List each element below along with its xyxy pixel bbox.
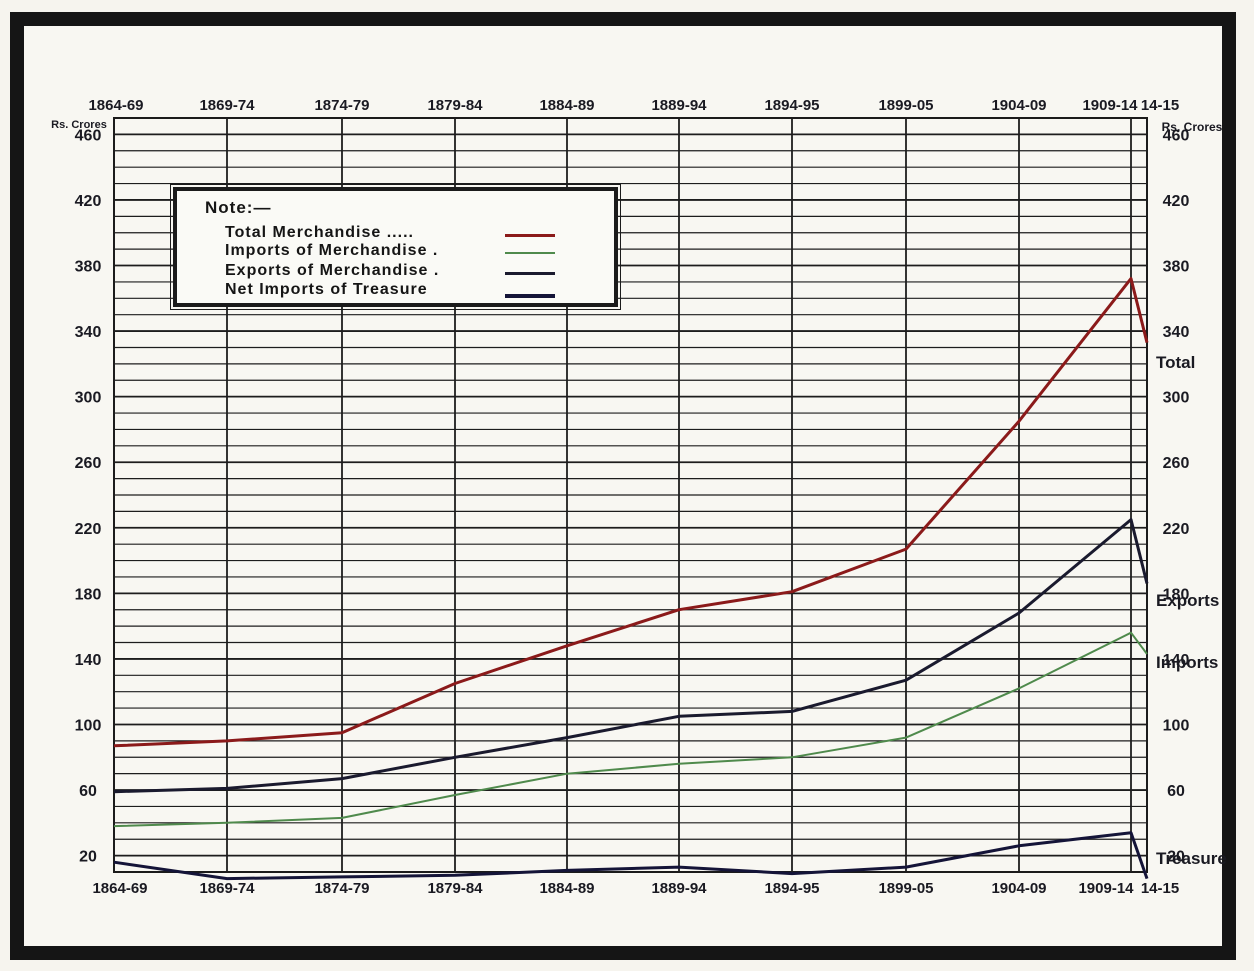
y-tick-label-left: 260 xyxy=(75,455,102,472)
y-tick-label-left: 20 xyxy=(79,849,97,866)
legend-title: Note:— xyxy=(205,198,272,217)
bottom-tick-label: 1909-14 xyxy=(1078,880,1134,897)
bottom-tick-label: 1864-69 xyxy=(92,880,147,897)
y-axis-title-right: Rs. Crores xyxy=(1162,120,1223,134)
series-line xyxy=(113,831,1149,881)
y-tick-label-left: 340 xyxy=(75,324,102,341)
legend-swatch-treasure xyxy=(505,294,555,298)
series-line xyxy=(113,631,1148,828)
y-axis-title-left: Rs. Crores xyxy=(51,119,107,131)
legend-label-imports: Imports of Merchandise . xyxy=(225,242,439,259)
chart-frame xyxy=(10,12,1236,960)
top-tick-label: 1894-95 xyxy=(764,97,819,114)
y-tick-label-left: 220 xyxy=(75,521,102,538)
top-tick-label: 1874-79 xyxy=(314,97,369,114)
legend-item-exports: Exports of Merchandise . xyxy=(225,261,439,281)
top-tick-label: 1899-05 xyxy=(878,97,933,114)
legend-label-total: Total Merchandise ..... xyxy=(225,224,414,241)
series-line xyxy=(113,518,1149,794)
series-line xyxy=(113,277,1149,748)
top-tick-label: 1909-14 xyxy=(1082,97,1138,114)
y-tick-label-right: 300 xyxy=(1163,390,1190,407)
y-tick-label-left: 140 xyxy=(75,652,102,669)
bottom-tick-label: 1904-09 xyxy=(991,880,1046,897)
top-tick-label: 1904-09 xyxy=(991,97,1046,114)
bottom-tick-label: 1899-05 xyxy=(878,880,933,897)
y-tick-label-right: 220 xyxy=(1163,521,1190,538)
chart-series xyxy=(113,277,1149,881)
legend-item-imports: Imports of Merchandise . xyxy=(225,241,438,261)
bottom-tick-label: 1884-89 xyxy=(539,880,594,897)
top-tick-label: 1884-89 xyxy=(539,97,594,114)
bottom-tick-label: 1874-79 xyxy=(314,880,369,897)
y-tick-label-right: 460 xyxy=(1163,127,1190,144)
legend-item-treasure: Net Imports of Treasure xyxy=(225,280,428,300)
top-tick-label: 1879-84 xyxy=(427,97,483,114)
bottom-tick-label: 1894-95 xyxy=(764,880,819,897)
legend: Note:— Total Merchandise ..... Imports o… xyxy=(170,184,621,310)
y-tick-label-right: 260 xyxy=(1163,455,1190,472)
y-tick-label-left: 420 xyxy=(75,193,102,210)
bottom-tick-label: 1889-94 xyxy=(651,880,707,897)
chart-labels: 1864-69 1869-74 1874-79 1879-84 1884-89 1889-… xyxy=(51,97,1227,897)
y-tick-label-right: 140 xyxy=(1163,652,1190,669)
y-tick-label-left: 300 xyxy=(75,390,102,407)
y-tick-label-left: 100 xyxy=(75,717,102,734)
legend-swatch-total xyxy=(505,234,555,237)
legend-item-total: Total Merchandise ..... xyxy=(225,223,414,243)
top-tick-label: 1869-74 xyxy=(199,97,255,114)
legend-label-exports: Exports of Merchandise . xyxy=(225,262,440,279)
legend-swatch-imports xyxy=(505,252,555,254)
series-end-label: Treasure xyxy=(1156,849,1227,868)
y-tick-label-right: 20 xyxy=(1167,849,1185,866)
series-end-label: Exports xyxy=(1156,591,1219,610)
bottom-tick-label: 14-15 xyxy=(1141,880,1179,897)
top-tick-label: 1864-69 xyxy=(88,97,143,114)
y-tick-label-right: 340 xyxy=(1163,324,1190,341)
top-tick-label: 1889-94 xyxy=(651,97,707,114)
y-tick-label-right: 380 xyxy=(1163,259,1190,276)
y-tick-label-right: 100 xyxy=(1163,717,1190,734)
y-tick-label-right: 60 xyxy=(1167,783,1185,800)
y-tick-label-left: 460 xyxy=(75,127,102,144)
y-tick-label-left: 380 xyxy=(75,259,102,276)
y-tick-label-right: 180 xyxy=(1163,586,1190,603)
legend-swatch-exports xyxy=(505,272,555,275)
bottom-tick-label: 1869-74 xyxy=(199,880,255,897)
y-tick-label-left: 180 xyxy=(75,586,102,603)
bottom-tick-label: 1879-84 xyxy=(427,880,483,897)
legend-label-treasure: Net Imports of Treasure xyxy=(225,281,428,298)
y-tick-label-right: 420 xyxy=(1163,193,1190,210)
top-tick-label: 14-15 xyxy=(1141,97,1179,114)
series-end-label: Imports xyxy=(1156,653,1218,672)
series-end-label: Total xyxy=(1156,353,1195,372)
y-tick-label-left: 60 xyxy=(79,783,97,800)
